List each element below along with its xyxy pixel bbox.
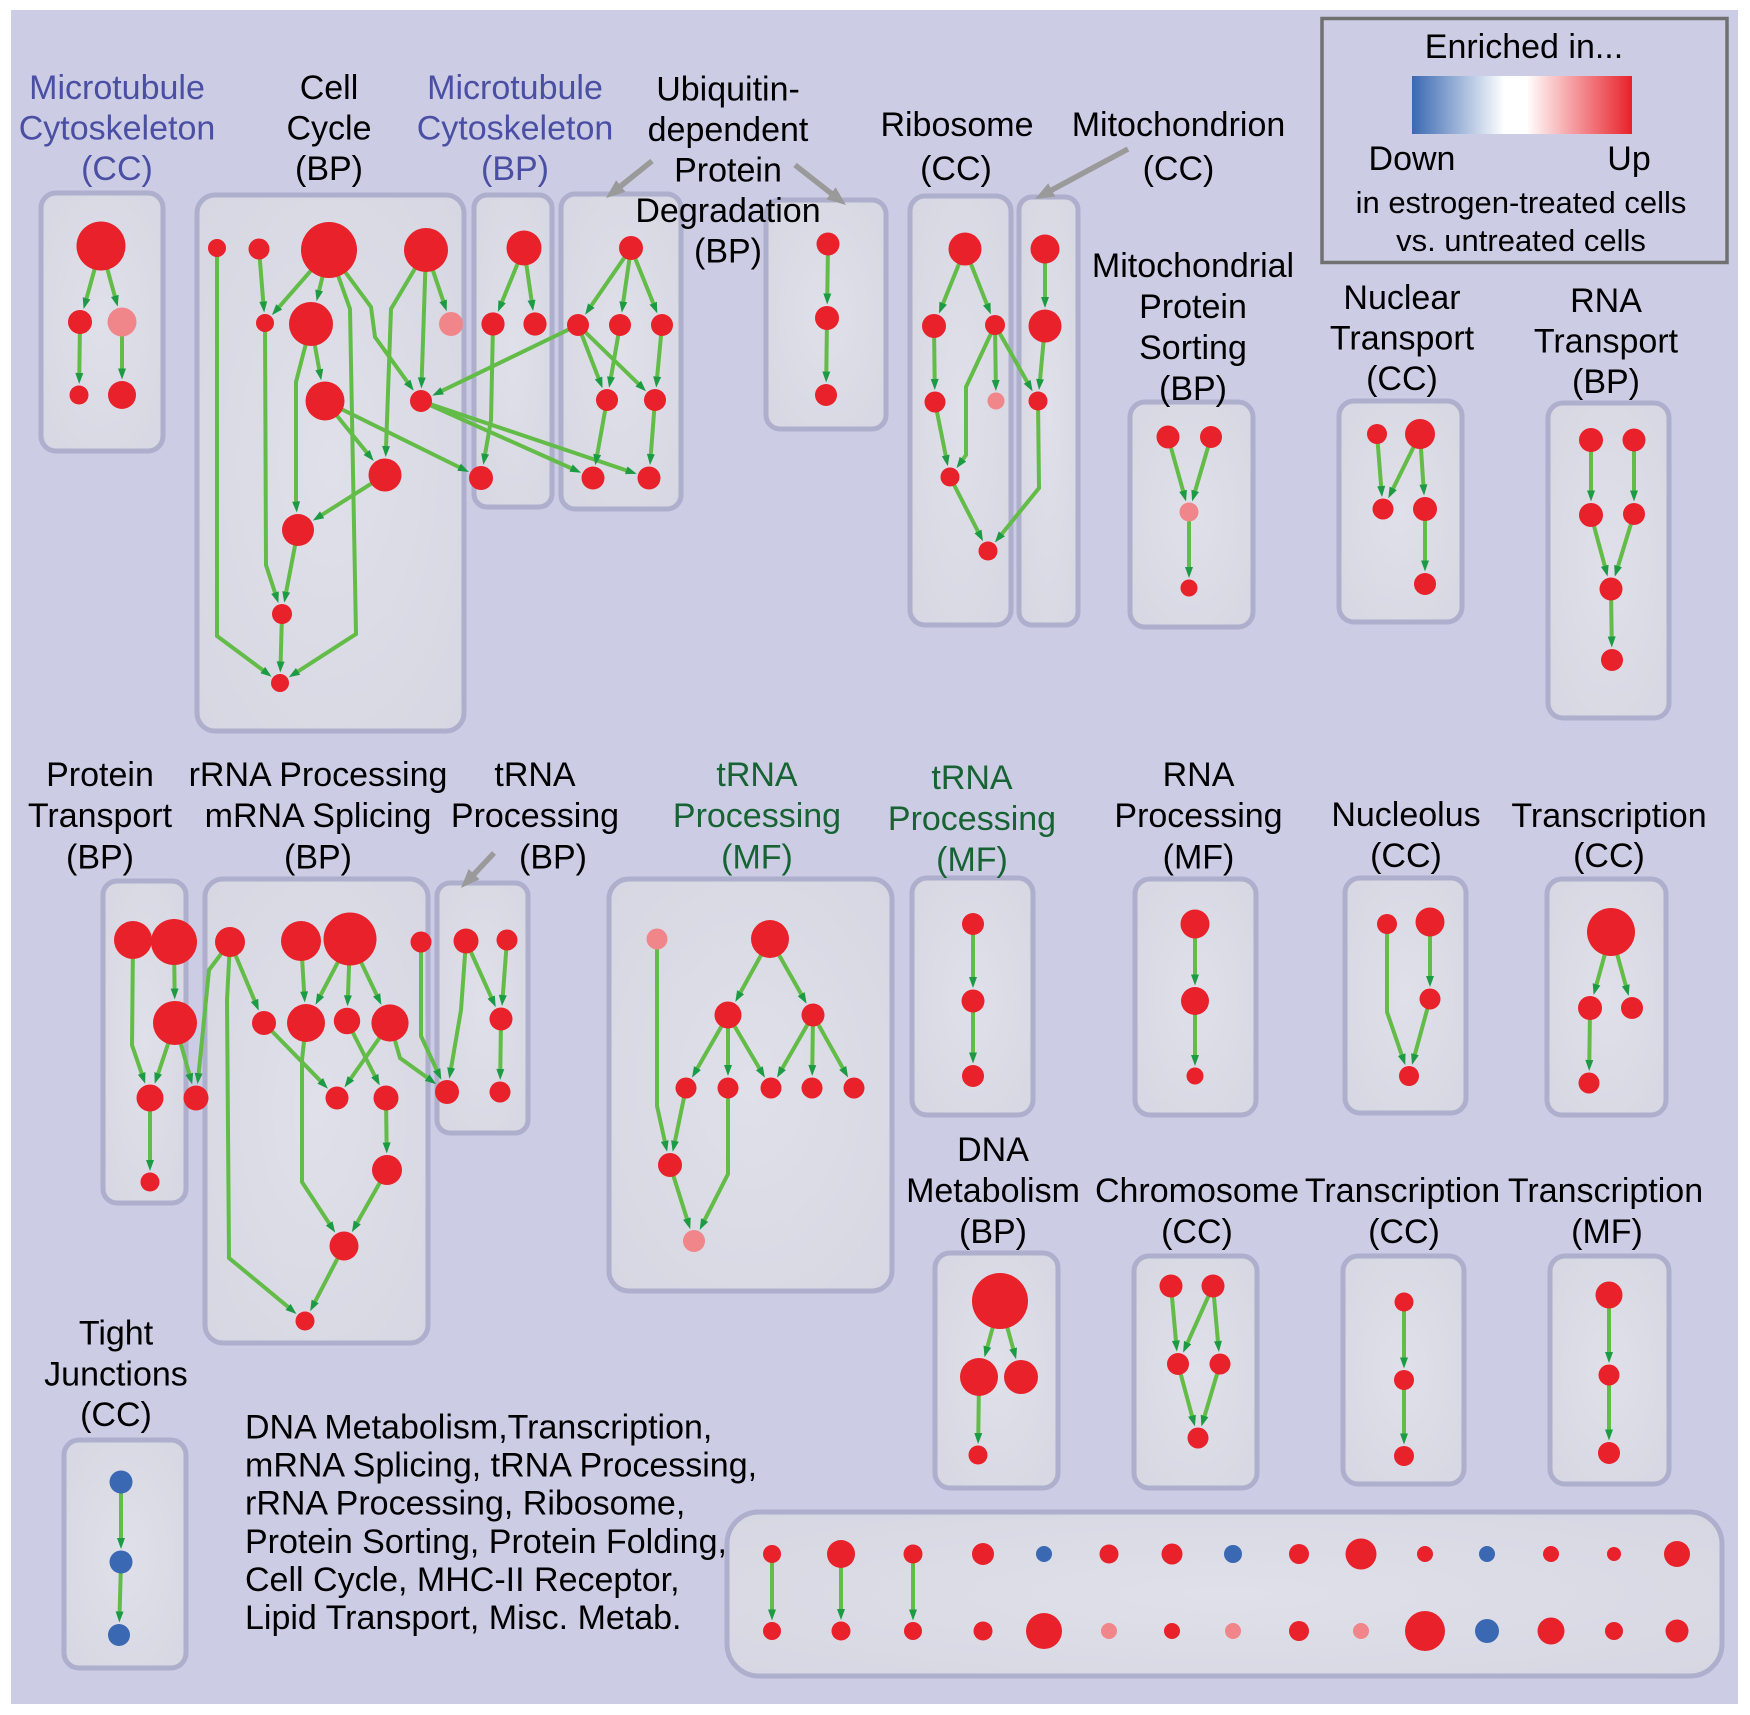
svg-text:(MF): (MF) [1571, 1213, 1643, 1251]
svg-text:Metabolism: Metabolism [906, 1172, 1080, 1210]
svg-text:dependent: dependent [648, 111, 809, 149]
svg-text:Processing: Processing [451, 797, 619, 835]
svg-text:Lipid Transport, Misc. Metab.: Lipid Transport, Misc. Metab. [245, 1599, 682, 1637]
svg-text:vs. untreated cells: vs. untreated cells [1396, 223, 1646, 258]
svg-text:Chromosome: Chromosome [1095, 1172, 1299, 1210]
svg-text:(CC): (CC) [1143, 150, 1215, 188]
svg-text:Transcription: Transcription [1511, 797, 1706, 835]
svg-text:Cell Cycle, MHC-II Receptor,: Cell Cycle, MHC-II Receptor, [245, 1561, 680, 1599]
svg-text:Transport: Transport [1534, 323, 1679, 361]
svg-text:rRNA Processing: rRNA Processing [189, 756, 448, 794]
svg-text:DNA: DNA [957, 1131, 1029, 1169]
svg-text:(BP): (BP) [284, 839, 352, 877]
svg-text:Nuclear: Nuclear [1343, 279, 1460, 317]
svg-text:(BP): (BP) [519, 839, 587, 877]
svg-text:(BP): (BP) [481, 150, 549, 188]
svg-text:(CC): (CC) [1366, 360, 1438, 398]
svg-text:Protein: Protein [674, 152, 782, 190]
svg-text:(BP): (BP) [959, 1213, 1027, 1251]
svg-text:Degradation: Degradation [635, 192, 820, 230]
svg-text:(CC): (CC) [81, 150, 153, 188]
svg-text:RNA: RNA [1570, 282, 1642, 320]
svg-text:Up: Up [1607, 140, 1650, 178]
svg-text:(CC): (CC) [1573, 837, 1645, 875]
svg-text:Down: Down [1369, 140, 1456, 178]
svg-text:Processing: Processing [673, 797, 841, 835]
svg-text:tRNA: tRNA [494, 756, 576, 794]
svg-text:Mitochondrion: Mitochondrion [1072, 106, 1286, 144]
svg-text:Protein Sorting, Protein Foldi: Protein Sorting, Protein Folding, [245, 1523, 727, 1561]
svg-text:Nucleolus: Nucleolus [1331, 796, 1480, 834]
svg-text:Transport: Transport [1330, 320, 1475, 358]
svg-text:(MF): (MF) [1163, 839, 1235, 877]
svg-text:Cytoskeleton: Cytoskeleton [19, 110, 216, 148]
svg-text:RNA: RNA [1163, 756, 1235, 794]
svg-text:Ribosome: Ribosome [880, 106, 1033, 144]
svg-text:(CC): (CC) [1161, 1213, 1233, 1251]
svg-text:(CC): (CC) [1368, 1213, 1440, 1251]
svg-text:(CC): (CC) [80, 1396, 152, 1434]
svg-text:Sorting: Sorting [1139, 329, 1247, 367]
svg-text:(MF): (MF) [721, 839, 793, 877]
svg-text:Mitochondrial: Mitochondrial [1092, 247, 1294, 285]
svg-text:Ubiquitin-: Ubiquitin- [656, 71, 800, 109]
svg-text:(CC): (CC) [920, 150, 992, 188]
svg-text:Cytoskeleton: Cytoskeleton [417, 110, 614, 148]
svg-text:Enriched in...: Enriched in... [1425, 28, 1623, 66]
svg-text:(BP): (BP) [295, 150, 363, 188]
svg-text:Protein: Protein [46, 756, 154, 794]
svg-text:Junctions: Junctions [44, 1355, 188, 1393]
svg-text:(MF): (MF) [936, 841, 1008, 879]
svg-text:(BP): (BP) [1159, 370, 1227, 408]
svg-text:in estrogen-treated cells: in estrogen-treated cells [1356, 185, 1687, 220]
svg-text:Transcription: Transcription [1305, 1172, 1500, 1210]
svg-text:Microtubule: Microtubule [427, 69, 603, 107]
svg-text:(BP): (BP) [66, 839, 134, 877]
svg-text:tRNA: tRNA [716, 756, 798, 794]
svg-text:Processing: Processing [888, 800, 1056, 838]
svg-text:mRNA Splicing: mRNA Splicing [205, 797, 432, 835]
svg-text:rRNA Processing, Ribosome,: rRNA Processing, Ribosome, [245, 1485, 685, 1523]
svg-text:Microtubule: Microtubule [29, 69, 205, 107]
svg-text:(CC): (CC) [1370, 837, 1442, 875]
svg-text:Transport: Transport [28, 797, 173, 835]
svg-text:Processing: Processing [1114, 797, 1282, 835]
svg-text:(BP): (BP) [1572, 363, 1640, 401]
svg-text:Cell: Cell [300, 69, 359, 107]
svg-text:Transcription: Transcription [1508, 1172, 1703, 1210]
svg-text:DNA Metabolism,Transcription,: DNA Metabolism,Transcription, [245, 1409, 712, 1447]
svg-text:Cycle: Cycle [286, 110, 371, 148]
svg-text:Protein: Protein [1139, 288, 1247, 326]
svg-text:(BP): (BP) [694, 233, 762, 271]
svg-text:tRNA: tRNA [931, 759, 1013, 797]
svg-text:Tight: Tight [79, 1315, 154, 1353]
svg-text:mRNA Splicing, tRNA Processing: mRNA Splicing, tRNA Processing, [245, 1447, 757, 1485]
